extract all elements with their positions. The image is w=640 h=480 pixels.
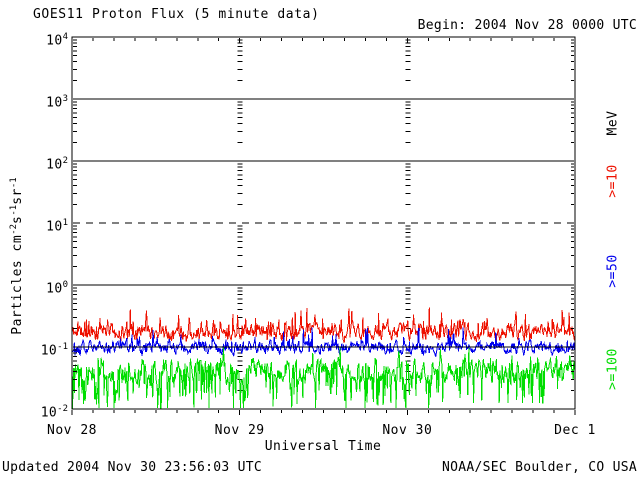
y-axis-title: Particles cm-2s-1sr-1 xyxy=(8,177,26,335)
series-line-ge100 xyxy=(72,346,576,409)
series-label-ge50: >=50 xyxy=(605,254,621,288)
x-tick-label-0: Nov 28 xyxy=(47,423,97,438)
source-credit: NOAA/SEC Boulder, CO USA xyxy=(441,460,637,475)
series-line-ge10 xyxy=(71,307,576,343)
series-line-ge50 xyxy=(71,327,576,357)
x-tick-label-3: Dec 1 xyxy=(554,423,596,438)
right-axis-unit-label: MeV xyxy=(605,110,621,136)
updated-timestamp: Updated 2004 Nov 30 23:56:03 UTC xyxy=(2,460,263,475)
y-tick-label-10e0: 100 xyxy=(46,280,68,297)
series-label-ge100: >=100 xyxy=(605,348,621,390)
begin-timestamp: Begin: 2004 Nov 28 0000 UTC xyxy=(417,18,637,33)
y-tick-label-10e-1: 10-1 xyxy=(40,342,68,359)
y-tick-label-10e3: 103 xyxy=(46,94,68,111)
x-tick-label-1: Nov 29 xyxy=(214,423,265,438)
chart-title: GOES11 Proton Flux (5 minute data) xyxy=(33,7,320,22)
y-tick-label-10e4: 104 xyxy=(46,32,68,49)
y-tick-label-10e-2: 10-2 xyxy=(40,404,68,421)
x-axis-title: Universal Time xyxy=(264,439,382,454)
x-tick-label-2: Nov 30 xyxy=(382,423,433,438)
plot-frame xyxy=(71,36,576,410)
series-label-ge10: >=10 xyxy=(605,164,621,198)
y-tick-label-10e2: 102 xyxy=(46,156,68,173)
y-tick-label-10e1: 101 xyxy=(46,218,68,235)
